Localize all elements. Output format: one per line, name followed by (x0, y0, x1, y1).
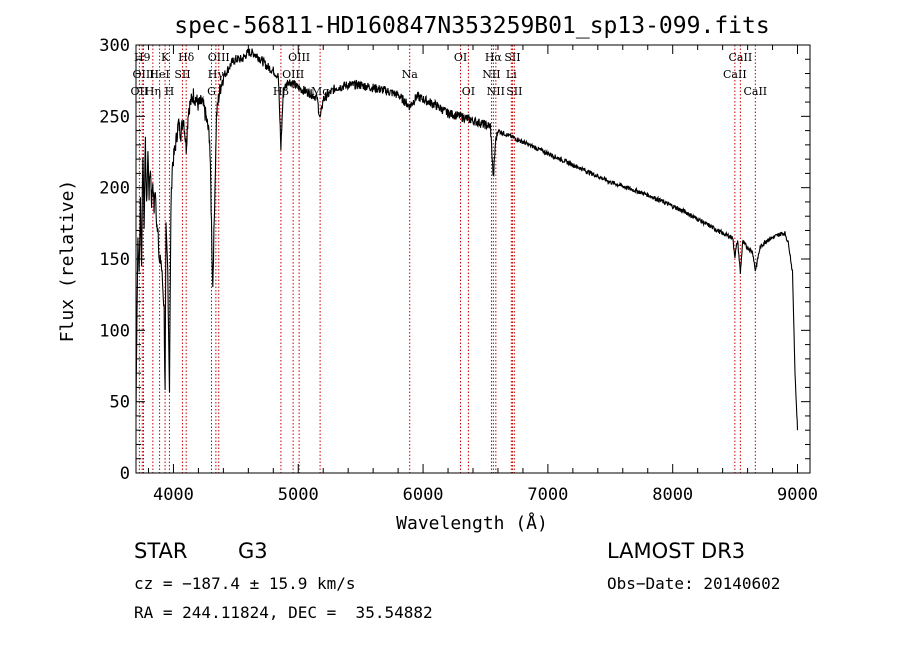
x-tick-label: 9000 (777, 485, 818, 505)
line-marker-label: Hα (485, 51, 503, 64)
line-marker-label: SII (506, 85, 522, 98)
observation-date: Obs−Date: 20140602 (607, 574, 781, 593)
line-marker-label: CaII (729, 51, 753, 64)
line-marker-label: HeI (149, 68, 169, 81)
y-axis: 0 50 100 150 200 250 300 (99, 36, 810, 484)
object-class: STAR (134, 539, 188, 563)
x-tick-label: 8000 (652, 485, 693, 505)
plot-frame (135, 44, 811, 474)
line-marker-label: CaII (743, 85, 767, 98)
line-marker-label: Li (506, 68, 517, 81)
line-marker-label: OIII (288, 51, 310, 64)
x-tick-label: 4000 (153, 485, 194, 505)
y-tick-label: 200 (99, 179, 130, 199)
line-marker-label: SII (504, 51, 520, 64)
line-marker-label: H (165, 85, 175, 98)
line-marker-label: K (161, 51, 170, 64)
redshift-velocity: cz = −187.4 ± 15.9 km/s (134, 574, 356, 593)
x-axis-label: Wavelength (Å) (396, 512, 548, 534)
y-axis-label: Flux (relative) (57, 180, 78, 343)
line-marker-label: G (207, 85, 216, 98)
line-marker-labels: OIIH9OIIIHηHeIKHSIIHδGHγOIIIHβOIIIOIIIMg… (131, 51, 768, 98)
line-marker-label: OI (454, 51, 467, 64)
y-tick-label: 100 (99, 321, 130, 341)
y-tick-label: 150 (99, 250, 130, 270)
spectrum-line (135, 48, 799, 431)
line-marker-label: OII (131, 85, 149, 98)
line-marker-label: CaII (723, 68, 747, 81)
line-marker-label: NII (487, 85, 505, 98)
y-tick-label: 50 (110, 393, 130, 413)
y-tick-label: 0 (120, 464, 130, 484)
line-marker-label: OIII (132, 68, 154, 81)
x-axis: 4000 5000 6000 7000 8000 9000 (147, 45, 818, 505)
x-tick-label: 5000 (278, 485, 319, 505)
line-marker-label: Hγ (208, 68, 225, 81)
x-tick-label: 6000 (403, 485, 444, 505)
line-marker-label: SII (174, 68, 190, 81)
y-tick-label: 300 (99, 36, 130, 56)
line-marker-label: NII (482, 68, 500, 81)
line-marker-label: Hη (145, 85, 161, 98)
sky-coordinates: RA = 244.11824, DEC = 35.54882 (134, 603, 433, 622)
line-marker-label: OIII (208, 51, 230, 64)
spectral-subclass: G3 (238, 539, 268, 563)
survey-name: LAMOST DR3 (607, 539, 746, 563)
line-marker-label: H9 (134, 51, 151, 64)
line-marker-label: Na (402, 68, 419, 81)
x-tick-label: 7000 (527, 485, 568, 505)
chart-title: spec-56811-HD160847N353259B01_sp13-099.f… (174, 13, 769, 39)
y-tick-label: 250 (99, 107, 130, 127)
line-marker-label: OIII (282, 68, 304, 81)
line-marker-label: OI (462, 85, 475, 98)
line-markers (138, 45, 756, 473)
line-marker-label: Hδ (178, 51, 195, 64)
